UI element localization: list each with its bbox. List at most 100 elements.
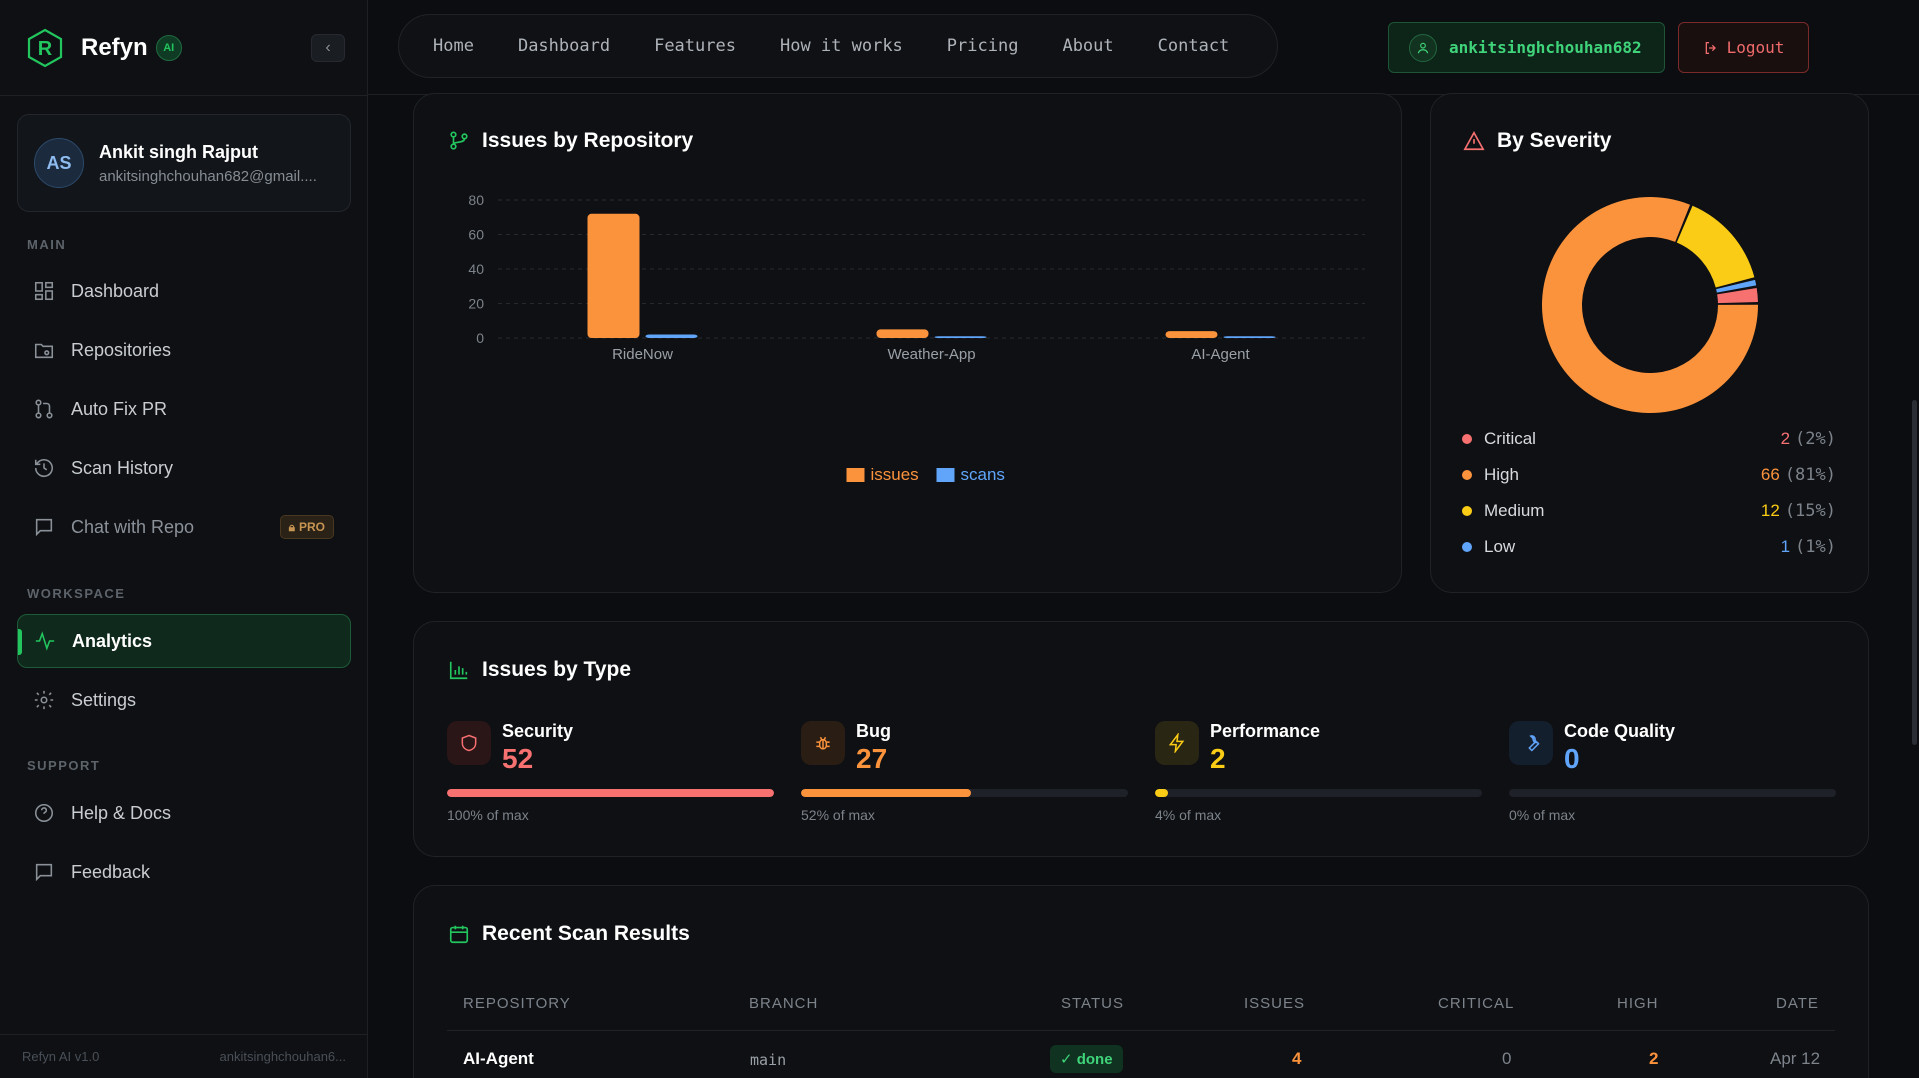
avatar: AS [34,138,84,188]
type-value: 0 [1564,743,1580,774]
logout-button[interactable]: Logout [1678,22,1809,73]
legend-swatch-issues [846,468,865,482]
user-email: ankitsinghchouhan682@gmail.... [99,167,317,185]
sidebar-item-label: Dashboard [71,280,160,301]
sidebar-item-help-docs[interactable]: Help & Docs [17,786,351,840]
app-version: Refyn AI v1.0 [22,1049,100,1064]
bar-issues-weather-app [876,329,929,338]
sidebar-item-feedback[interactable]: Feedback [17,845,351,899]
sidebar-item-repositories[interactable]: Repositories [17,323,351,377]
user-card[interactable]: AS Ankit singh Rajput ankitsinghchouhan6… [17,114,351,212]
message-icon [35,863,53,882]
help-icon [34,803,54,823]
issues-by-type-card [413,621,1869,857]
bar-scans-ridenow [645,334,698,338]
bar-scans-ai-agent [1223,336,1276,338]
lock-icon: 🔒︎ [288,519,295,534]
sidebar-item-label: Settings [71,689,137,710]
section-label-workspace: WORKSPACE [27,586,126,601]
nav-link-dashboard[interactable]: Dashboard [517,36,611,56]
type-item-bug: Bug 27 52% of max [801,721,1128,831]
chat-icon [35,518,53,537]
donut-slice-low [1716,279,1757,293]
sidebar-item-label: Feedback [71,861,151,882]
pro-badge: 🔒︎ PRO [279,515,334,539]
user-name: Ankit singh Rajput [99,141,258,162]
type-value: 52 [502,743,534,774]
brand-name: Refyn [81,33,148,61]
page-scrollbar[interactable] [1912,400,1917,745]
chevron-left-icon: ‹ [325,39,331,56]
column-header-branch[interactable]: BRANCH [749,995,819,1012]
column-header-date[interactable]: DATE [1776,995,1819,1012]
recent-scan-results-card [413,885,1869,1078]
sidebar-item-chat-with-repo[interactable]: Chat with Repo 🔒︎ PRO [17,500,351,554]
sidebar: R Refyn AI ‹ AS Ankit singh Rajput ankit… [0,0,368,1078]
top-navigation: Home Dashboard Features How it works Pri… [398,14,1278,78]
sidebar-item-scan-history[interactable]: Scan History [17,441,351,495]
nav-link-contact[interactable]: Contact [1157,36,1230,56]
cell-repository[interactable]: AI-Agent [463,1049,534,1068]
zap-icon [1168,733,1185,753]
column-header-issues[interactable]: ISSUES [1244,995,1306,1012]
cell-critical: 0 [1502,1049,1512,1068]
table-divider [447,1030,1835,1031]
nav-link-about[interactable]: About [1062,36,1114,56]
sidebar-item-dashboard[interactable]: Dashboard [17,264,351,318]
sidebar-item-label: Auto Fix PR [71,398,168,419]
footer-username: ankitsinghchouhan6... [219,1049,346,1064]
severity-donut-chart [1542,197,1758,413]
logout-label: Logout [1726,38,1785,57]
sidebar-footer: Refyn AI v1.0 ankitsinghchouhan6... [0,1034,368,1078]
refyn-logo-icon[interactable]: R [25,28,65,68]
column-header-status[interactable]: STATUS [1061,995,1124,1012]
section-label-main: MAIN [27,237,67,252]
history-icon [34,459,54,477]
column-header-repository[interactable]: REPOSITORY [463,995,571,1012]
wrench-icon [1528,735,1540,752]
column-header-high[interactable]: HIGH [1617,995,1659,1012]
activity-icon [35,631,55,651]
type-value: 27 [856,743,888,774]
nav-link-home[interactable]: Home [433,36,474,56]
x-tick-label: Weather-App [887,346,975,363]
type-progress-fill [1155,789,1169,797]
collapse-sidebar-button[interactable]: ‹ [311,34,345,62]
sidebar-item-auto-fix-pr[interactable]: Auto Fix PR [17,382,351,436]
x-tick-label: RideNow [612,346,673,363]
sidebar-item-label: Scan History [71,457,174,478]
type-caption: 52% of max [801,807,875,823]
sidebar-item-label: Chat with Repo [71,516,195,537]
donut-slice-critical [1717,288,1758,304]
by-severity-title: By Severity [1463,129,1611,153]
nav-link-how-it-works[interactable]: How it works [779,36,903,56]
cell-issues: 4 [1292,1049,1302,1068]
sidebar-item-label: Repositories [71,339,172,360]
column-header-critical[interactable]: CRITICAL [1438,995,1515,1012]
by-severity-card [1430,93,1869,593]
pull-request-icon [35,399,53,419]
bar-chart-icon [449,661,468,680]
y-tick-label: 40 [468,261,484,277]
y-tick-label: 0 [476,330,484,346]
user-profile-button[interactable]: ankitsinghchouhan682 [1388,22,1665,73]
severity-item-medium: Medium 12 (15%) [1462,501,1836,521]
y-tick-label: 80 [468,192,484,208]
nav-link-pricing[interactable]: Pricing [946,36,1019,56]
sidebar-item-settings[interactable]: Settings [17,673,351,727]
type-value: 2 [1210,743,1226,774]
type-caption: 100% of max [447,807,529,823]
type-progress-bar [1155,789,1482,797]
type-item-code-quality: Code Quality 0 0% of max [1509,721,1836,831]
calendar-icon [449,925,469,944]
severity-dot [1462,506,1472,516]
type-progress-fill [447,789,774,797]
y-tick-label: 60 [468,227,484,243]
svg-text:R: R [38,38,53,60]
issues-by-repository-card [413,93,1402,593]
type-progress-bar [447,789,774,797]
nav-link-features[interactable]: Features [654,36,736,56]
type-item-security: Security 52 100% of max [447,721,774,831]
sidebar-item-analytics[interactable]: Analytics [17,614,351,668]
type-progress-fill [801,789,972,797]
